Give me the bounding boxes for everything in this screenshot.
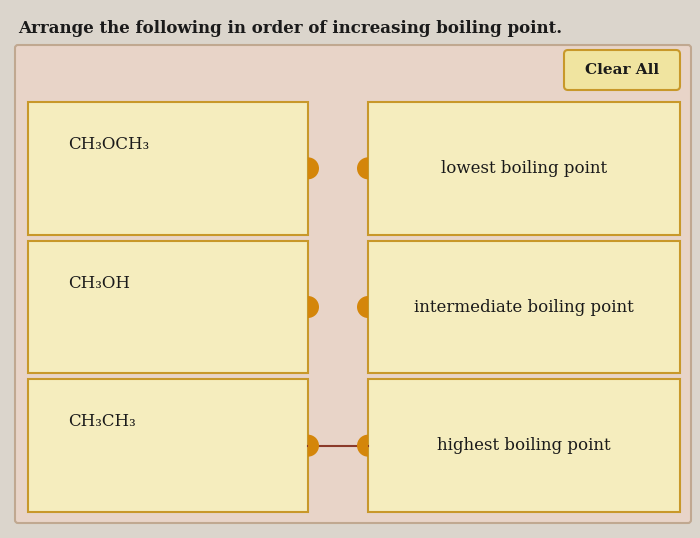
FancyBboxPatch shape bbox=[15, 45, 691, 523]
FancyBboxPatch shape bbox=[368, 240, 680, 373]
FancyBboxPatch shape bbox=[368, 102, 680, 235]
Text: Arrange the following in order of increasing boiling point.: Arrange the following in order of increa… bbox=[18, 20, 562, 37]
Wedge shape bbox=[357, 296, 368, 318]
Text: lowest boiling point: lowest boiling point bbox=[441, 160, 607, 177]
FancyBboxPatch shape bbox=[28, 240, 308, 373]
FancyBboxPatch shape bbox=[564, 50, 680, 90]
Text: CH₃OH: CH₃OH bbox=[68, 274, 130, 292]
Wedge shape bbox=[357, 435, 368, 457]
Text: CH₃OCH₃: CH₃OCH₃ bbox=[68, 136, 149, 153]
FancyBboxPatch shape bbox=[368, 379, 680, 512]
FancyBboxPatch shape bbox=[28, 379, 308, 512]
Text: highest boiling point: highest boiling point bbox=[438, 437, 611, 454]
Wedge shape bbox=[308, 157, 319, 179]
Wedge shape bbox=[308, 435, 319, 457]
Wedge shape bbox=[308, 296, 319, 318]
Wedge shape bbox=[357, 157, 368, 179]
Text: CH₃CH₃: CH₃CH₃ bbox=[68, 413, 136, 430]
FancyBboxPatch shape bbox=[28, 102, 308, 235]
Text: Clear All: Clear All bbox=[585, 63, 659, 77]
Text: intermediate boiling point: intermediate boiling point bbox=[414, 299, 634, 315]
